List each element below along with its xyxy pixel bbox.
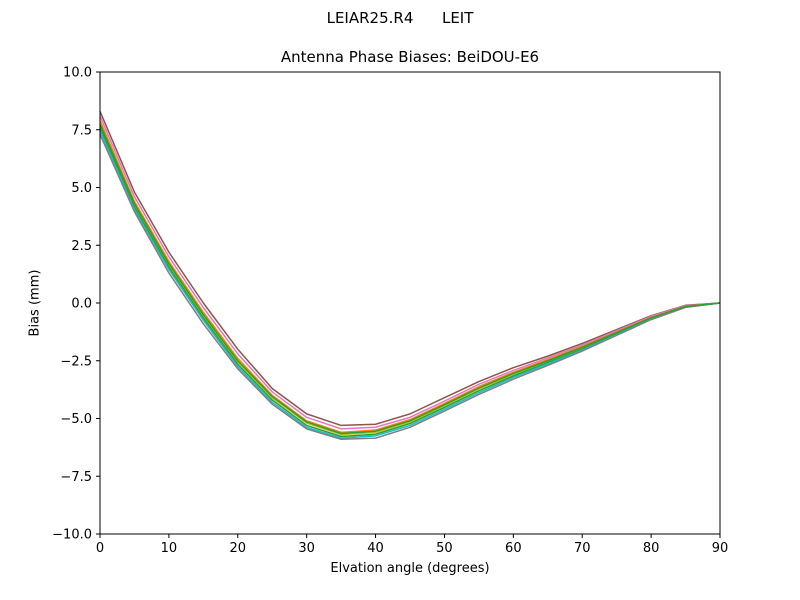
series-line-8 bbox=[99, 123, 721, 435]
x-tick-label: 10 bbox=[161, 541, 178, 556]
y-tick-label: 2.5 bbox=[71, 239, 92, 254]
y-tick-label: 10.0 bbox=[63, 66, 92, 81]
series-line-3 bbox=[99, 120, 721, 434]
x-tick-label: 80 bbox=[643, 541, 660, 556]
x-tick-label: 70 bbox=[574, 541, 591, 556]
chart-title: Antenna Phase Biases: BeiDOU-E6 bbox=[280, 48, 540, 66]
y-tick-label: 0.0 bbox=[71, 297, 92, 312]
y-axis-label: Bias (mm) bbox=[27, 269, 43, 337]
y-tick-label: −10.0 bbox=[52, 528, 92, 543]
series-line-2 bbox=[99, 115, 721, 430]
series-line-1 bbox=[99, 110, 721, 427]
x-tick-label: 0 bbox=[96, 541, 104, 556]
x-tick-label: 20 bbox=[230, 541, 247, 556]
plot-frame bbox=[99, 71, 721, 535]
series-line-7 bbox=[99, 134, 721, 441]
y-tick-label: 7.5 bbox=[71, 123, 92, 138]
x-tick-label: 50 bbox=[436, 541, 453, 556]
series-line-4 bbox=[99, 124, 721, 436]
y-tick-label: −5.0 bbox=[60, 412, 92, 427]
x-tick-label: 90 bbox=[712, 541, 729, 556]
y-tick-label: 5.0 bbox=[71, 181, 92, 196]
x-axis-ticks: 0 10 20 30 40 50 60 70 80 90 bbox=[96, 534, 728, 556]
x-axis-label: Elvation angle (degrees) bbox=[330, 561, 490, 576]
y-tick-label: −2.5 bbox=[60, 354, 92, 369]
series-line-5 bbox=[99, 127, 721, 438]
y-tick-label: −7.5 bbox=[60, 470, 92, 485]
series-layer bbox=[99, 110, 721, 441]
figure-suptitle: LEIAR25.R4 LEIT bbox=[326, 9, 474, 27]
y-axis-ticks: −10.0 −7.5 −5.0 −2.5 0.0 2.5 5.0 7.5 10.0 bbox=[52, 66, 100, 543]
x-tick-label: 30 bbox=[298, 541, 315, 556]
series-line-6 bbox=[99, 130, 721, 439]
x-tick-label: 60 bbox=[505, 541, 522, 556]
x-tick-label: 40 bbox=[367, 541, 384, 556]
